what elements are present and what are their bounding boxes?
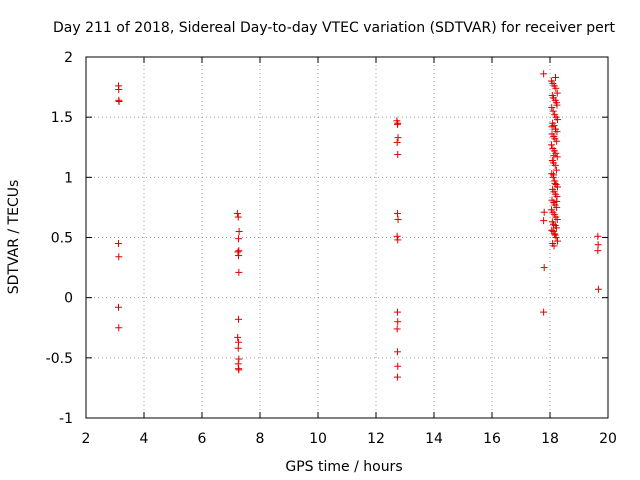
data-point (594, 241, 602, 249)
data-point (234, 333, 242, 341)
x-tick-label: 14 (425, 431, 443, 447)
data-point (393, 232, 401, 240)
data-point (393, 120, 401, 128)
data-point (550, 152, 558, 160)
y-tick-label: 2 (64, 50, 73, 66)
y-axis-label: SDTVAR / TECUs (6, 180, 22, 295)
x-tick-label: 6 (198, 431, 207, 447)
data-point (540, 208, 548, 216)
data-point (551, 161, 559, 169)
data-point (115, 98, 123, 106)
data-point (551, 231, 559, 239)
data-point (235, 366, 243, 374)
data-point (554, 116, 562, 124)
data-point (393, 308, 401, 316)
x-tick-label: 2 (82, 431, 91, 447)
data-point (235, 315, 243, 323)
data-point (594, 285, 602, 293)
data-point (540, 217, 548, 225)
data-point (553, 153, 561, 161)
data-point (235, 235, 243, 243)
data-point (552, 73, 560, 81)
chart-title: Day 211 of 2018, Sidereal Day-to-day VTE… (53, 20, 615, 36)
data-point (552, 84, 560, 92)
data-point (547, 141, 555, 149)
data-point (553, 101, 561, 109)
y-tick-label: -0.5 (46, 351, 73, 367)
data-point (551, 179, 559, 187)
data-point (594, 247, 602, 255)
x-tick-label: 18 (541, 431, 559, 447)
data-point (553, 215, 561, 223)
tick-layer: 2 4 6 8 10 12 14 16 18 20 -1 -0.5 0 0.5 1 1.5 2 (46, 50, 617, 447)
y-tick-label: -1 (59, 411, 73, 427)
x-axis-label: GPS time / hours (285, 459, 402, 475)
y-tick-label: 1.5 (51, 110, 73, 126)
data-point (553, 128, 561, 136)
x-tick-label: 8 (256, 431, 265, 447)
data-point (235, 338, 243, 346)
grid-layer (86, 57, 608, 418)
data-point (114, 303, 122, 311)
data-point (393, 325, 401, 333)
data-point (553, 197, 561, 205)
data-point (394, 362, 402, 370)
data-point (548, 170, 556, 178)
data-point (235, 355, 243, 363)
data-point (549, 220, 557, 228)
x-tick-label: 4 (140, 431, 149, 447)
data-point (235, 227, 243, 235)
data-point (394, 150, 402, 158)
data-point (540, 308, 548, 316)
data-point (549, 107, 557, 115)
data-point (114, 240, 122, 248)
data-point (594, 232, 602, 240)
data-point (548, 226, 556, 234)
data-point (394, 134, 402, 142)
data-point (115, 85, 123, 93)
data-point (540, 264, 548, 272)
data-point (234, 248, 242, 256)
data-point (554, 183, 562, 191)
data-point (551, 230, 559, 238)
data-point (553, 203, 561, 211)
x-tick-label: 12 (367, 431, 385, 447)
data-point (552, 224, 560, 232)
data-point (235, 268, 243, 276)
y-tick-label: 1 (64, 170, 73, 186)
data-point (540, 70, 548, 78)
data-point (548, 123, 556, 131)
data-point (554, 237, 562, 245)
x-tick-label: 20 (599, 431, 617, 447)
data-point (235, 252, 243, 260)
data-point (393, 209, 401, 217)
plot-frame (85, 56, 609, 419)
data-point (393, 138, 401, 146)
data-point (553, 89, 561, 97)
x-tick-label: 10 (309, 431, 327, 447)
data-point (115, 253, 123, 261)
data-point (234, 344, 242, 352)
x-tick-label: 16 (483, 431, 501, 447)
data-points (114, 70, 602, 381)
y-tick-label: 0.5 (51, 231, 73, 247)
data-point (548, 104, 556, 112)
data-point (552, 166, 560, 174)
data-point (234, 213, 242, 221)
data-point (553, 137, 561, 145)
data-point (394, 236, 402, 244)
data-point (394, 215, 402, 223)
data-point (393, 348, 401, 356)
data-point (115, 324, 123, 332)
data-point (549, 171, 557, 179)
data-point (393, 373, 401, 381)
data-point (550, 242, 558, 250)
data-point (233, 209, 241, 217)
y-tick-label: 0 (64, 291, 73, 307)
data-point (394, 318, 402, 326)
